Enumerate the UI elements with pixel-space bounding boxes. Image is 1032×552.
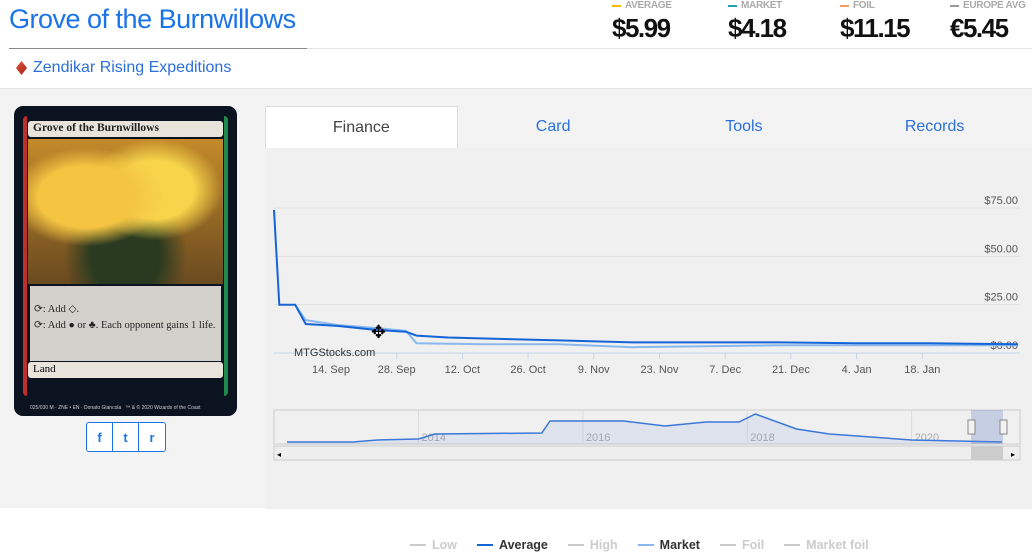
series-line-market	[294, 304, 1018, 349]
price-value: $4.18	[728, 13, 787, 43]
legend-item-market-foil[interactable]: Market foil	[784, 538, 869, 552]
y-tick-label: $50.00	[984, 243, 1018, 255]
card-ability: ⟳: Add ● or ♣. Each opponent gains 1 lif…	[34, 320, 216, 331]
scroll-right-arrow[interactable]: ▸	[1011, 450, 1015, 459]
price-average: AVERAGE $5.99	[612, 0, 672, 45]
tab-finance[interactable]: Finance	[265, 106, 458, 148]
price-label: AVERAGE	[625, 0, 672, 11]
y-tick-label: $25.00	[984, 292, 1018, 304]
x-tick-label: 14. Sep	[312, 364, 350, 376]
x-tick-label: 7. Dec	[709, 364, 741, 376]
x-tick-label: 9. Nov	[578, 364, 610, 376]
legend-swatch	[410, 544, 426, 546]
price-value: $5.99	[612, 13, 671, 43]
price-value: $11.15	[840, 13, 911, 43]
price-foil: FOIL $11.15	[840, 0, 911, 45]
tab-records[interactable]: Records	[904, 118, 965, 135]
price-color-swatch	[840, 4, 849, 7]
scrollbar-thumb[interactable]	[971, 446, 1003, 460]
series-line-average	[273, 209, 1019, 346]
x-tick-label: 4. Jan	[842, 364, 872, 376]
scrollbar[interactable]	[273, 445, 1021, 461]
x-tick-label: 12. Oct	[445, 364, 480, 376]
card-rules-text: ⟳: Add ◇. ⟳: Add ● or ♣. Each opponent ga…	[30, 286, 221, 361]
legend-label: High	[589, 538, 618, 552]
card-image[interactable]: Grove of the Burnwillows ⟳: Add ◇. ⟳: Add…	[14, 106, 237, 416]
price-label: MARKET	[741, 0, 782, 11]
x-tick-label: 21. Dec	[772, 364, 810, 376]
scroll-left-arrow[interactable]: ◂	[277, 450, 281, 459]
divider	[307, 48, 1032, 49]
legend-label: Market foil	[806, 538, 869, 552]
twitter-icon[interactable]: t	[113, 423, 139, 451]
navigator-year-label: 2014	[421, 432, 445, 444]
tab-tools[interactable]: Tools	[725, 118, 763, 135]
card-copyright: ™ & © 2020 Wizards of the Coast	[125, 405, 201, 411]
legend-label: Average	[499, 538, 548, 552]
price-label: EUROPE AVG	[963, 0, 1026, 11]
price-europe-avg: EUROPE AVG €5.45	[950, 0, 1026, 45]
price-label: FOIL	[853, 0, 875, 11]
card-art	[28, 139, 223, 284]
legend-item-market[interactable]: Market	[637, 538, 700, 552]
facebook-icon[interactable]: f	[87, 423, 113, 451]
card-footer: 025/030 M · ZNE • EN · Donato Giancola ™…	[30, 405, 227, 411]
set-link[interactable]: Zendikar Rising Expeditions	[16, 59, 231, 77]
x-tick-label: 18. Jan	[904, 364, 940, 376]
card-ability: ⟳: Add ◇.	[34, 304, 80, 315]
navigator-line	[287, 413, 1003, 443]
share-buttons: f t r	[86, 422, 166, 452]
tab-card[interactable]: Card	[535, 118, 571, 135]
price-color-swatch	[950, 4, 959, 7]
watermark: MTGStocks.com	[294, 347, 375, 359]
legend-item-average[interactable]: Average	[477, 538, 548, 552]
legend-item-foil[interactable]: Foil	[719, 538, 765, 552]
main-panel: Grove of the Burnwillows ⟳: Add ◇. ⟳: Add…	[0, 88, 1032, 552]
x-tick-label: 26. Oct	[510, 364, 545, 376]
chart-legend: Low Average High Market Foil Market foil	[410, 538, 869, 552]
card-type: Land	[28, 362, 223, 378]
navigator-year-label: 2018	[750, 432, 774, 444]
price-color-swatch	[612, 4, 621, 7]
price-chart[interactable]: $0.00 $25.00 $50.00 $75.00 14. Sep 28. Sep 12.…	[265, 148, 1032, 552]
navigator-handle[interactable]	[999, 419, 1008, 435]
divider	[9, 48, 307, 49]
price-value: €5.45	[950, 13, 1009, 43]
navigator	[273, 409, 1021, 445]
navigator-selection	[971, 410, 1003, 444]
legend-label: Market	[659, 538, 700, 552]
price-color-swatch	[728, 4, 737, 7]
reddit-icon[interactable]: r	[149, 429, 155, 445]
legend-swatch	[637, 544, 654, 546]
legend-item-low[interactable]: Low	[410, 538, 457, 552]
legend-swatch	[477, 544, 493, 546]
legend-label: Foil	[741, 538, 765, 552]
x-tick-label: 23. Nov	[641, 364, 679, 376]
cursor-icon: ✥	[371, 322, 386, 342]
card-title: Grove of the Burnwillows	[9, 4, 296, 34]
card-image-name: Grove of the Burnwillows	[28, 121, 223, 137]
y-tick-label: $75.00	[984, 195, 1018, 207]
legend-swatch	[719, 544, 736, 546]
navigator-handle[interactable]	[967, 419, 976, 435]
set-icon	[16, 61, 27, 75]
card-collector-info: 025/030 M · ZNE • EN · Donato Giancola	[30, 405, 122, 411]
legend-swatch	[784, 544, 801, 546]
navigator-area	[287, 414, 1002, 444]
legend-label: Low	[432, 538, 457, 552]
legend-swatch	[567, 544, 584, 546]
card-frame	[23, 116, 228, 396]
x-tick-label: 28. Sep	[378, 364, 416, 376]
set-name: Zendikar Rising Expeditions	[33, 59, 232, 76]
price-market: MARKET $4.18	[728, 0, 787, 45]
legend-item-high[interactable]: High	[567, 538, 618, 552]
tabs: Finance Card Tools Records	[265, 106, 1030, 148]
navigator-year-label: 2016	[586, 432, 610, 444]
